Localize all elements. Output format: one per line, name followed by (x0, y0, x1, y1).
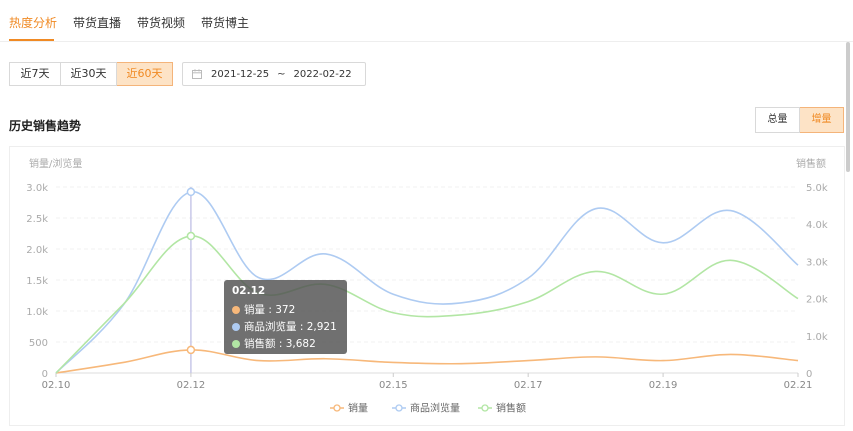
sales-dot-icon (232, 305, 240, 314)
calendar-icon (192, 69, 202, 79)
revenue-dot-icon (232, 339, 240, 348)
tab-video-sales[interactable]: 带货视频 (137, 16, 186, 30)
tooltip-row-sales: 销量 : 372 (232, 301, 339, 318)
range-7-days-button[interactable]: 近7天 (9, 62, 61, 86)
tooltip-label: 销售额 (244, 338, 276, 350)
range-60-days-button[interactable]: 近60天 (117, 62, 173, 86)
tabs-divider (0, 41, 853, 42)
tooltip-row-revenue: 销售额 : 3,682 (232, 335, 339, 352)
date-range-picker[interactable]: 2021-12-25 ~ 2022-02-22 (182, 62, 366, 86)
tooltip-value: 372 (275, 303, 296, 316)
tooltip-title: 02.12 (232, 285, 266, 297)
page-scrollbar[interactable] (846, 42, 850, 172)
top-tabs: 热度分析 带货直播 带货视频 带货博主 (0, 0, 853, 42)
tooltip-value: 2,921 (306, 320, 337, 333)
tab-live-sales[interactable]: 带货直播 (73, 16, 122, 30)
section-title: 历史销售趋势 (9, 119, 82, 133)
date-start: 2021-12-25 (211, 68, 270, 80)
increment-mode-button[interactable]: 增量 (800, 107, 844, 133)
mode-toggle: 总量 增量 (755, 107, 844, 133)
active-tab-indicator (9, 39, 54, 41)
chart-tooltip: 02.12 销量 : 372 商品浏览量 : 2,921 销售额 : 3,682 (224, 280, 347, 354)
date-range-presets: 近7天 近30天 近60天 (9, 62, 173, 86)
range-30-days-button[interactable]: 近30天 (61, 62, 117, 86)
tooltip-label: 商品浏览量 (244, 321, 297, 333)
tooltip-value: 3,682 (285, 337, 316, 350)
date-separator: ~ (277, 68, 286, 80)
tab-blogger-sales[interactable]: 带货博主 (201, 16, 250, 30)
chart-panel (9, 146, 845, 426)
date-end: 2022-02-22 (293, 68, 352, 80)
tooltip-label: 销量 (244, 304, 265, 316)
total-mode-button[interactable]: 总量 (755, 107, 800, 133)
views-dot-icon (232, 322, 240, 331)
tooltip-row-views: 商品浏览量 : 2,921 (232, 318, 339, 335)
tab-heat-analysis[interactable]: 热度分析 (9, 16, 58, 30)
